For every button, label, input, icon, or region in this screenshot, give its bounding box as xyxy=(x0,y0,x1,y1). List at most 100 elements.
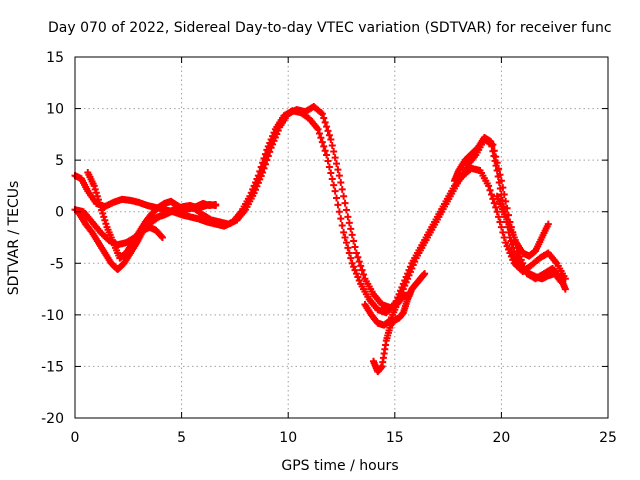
data-point xyxy=(337,215,345,223)
data-point xyxy=(157,232,165,240)
data-point xyxy=(352,249,360,257)
data-point xyxy=(344,213,352,221)
series-pass-1 xyxy=(71,107,569,317)
data-point xyxy=(488,142,496,150)
data-point xyxy=(492,162,500,170)
data-point xyxy=(561,285,569,293)
data-point xyxy=(323,123,331,131)
series-pass-4 xyxy=(75,192,552,329)
data-point xyxy=(94,196,102,204)
data-point xyxy=(101,216,109,224)
data-point xyxy=(333,160,341,168)
data-point xyxy=(360,270,368,278)
axes: 0 5 10 15 20 25 -20 -15 -10 -5 0 5 10 15 xyxy=(41,50,617,446)
data-point xyxy=(158,234,166,241)
data-point xyxy=(496,185,504,193)
data-point xyxy=(334,201,342,209)
data-point xyxy=(347,254,355,262)
data-point xyxy=(487,138,495,146)
data-point xyxy=(341,234,349,241)
y-tick-label: -5 xyxy=(50,256,64,272)
grid xyxy=(75,57,608,418)
y-tick-label: 10 xyxy=(46,102,64,118)
y-tick-label: -20 xyxy=(41,411,64,427)
data-point xyxy=(351,243,359,251)
data-point xyxy=(328,142,336,150)
data-point xyxy=(323,151,331,159)
data-point xyxy=(97,203,105,211)
data-point xyxy=(509,244,517,252)
data-point xyxy=(341,199,349,207)
data-point xyxy=(259,169,267,177)
data-point xyxy=(325,163,333,171)
data-point xyxy=(333,194,341,202)
data-point xyxy=(406,290,414,298)
data-series xyxy=(71,103,569,376)
data-point xyxy=(497,191,505,199)
data-point xyxy=(91,185,99,193)
data-point xyxy=(331,154,339,162)
data-point xyxy=(495,178,503,186)
data-point xyxy=(357,262,365,270)
data-point xyxy=(317,134,325,142)
data-point xyxy=(511,251,519,259)
data-point xyxy=(490,152,498,160)
data-point xyxy=(327,136,335,144)
data-point xyxy=(212,202,220,210)
data-point xyxy=(335,208,343,216)
data-point xyxy=(489,147,497,155)
data-point xyxy=(487,191,495,199)
data-point xyxy=(96,199,104,207)
data-point xyxy=(494,172,502,180)
data-point xyxy=(340,228,348,236)
y-tick-label: 15 xyxy=(46,50,64,66)
data-point xyxy=(93,192,101,200)
y-tick-label: 5 xyxy=(55,153,64,169)
data-point xyxy=(324,127,332,135)
series-pass-3 xyxy=(84,133,565,376)
x-tick-label: 10 xyxy=(279,430,297,446)
data-point xyxy=(318,138,326,146)
data-point xyxy=(261,160,269,168)
data-point xyxy=(321,118,329,126)
data-point xyxy=(344,244,352,252)
x-tick-label: 15 xyxy=(386,430,404,446)
data-point xyxy=(314,125,322,133)
data-point xyxy=(340,192,348,200)
data-point xyxy=(338,185,346,193)
data-point xyxy=(491,157,499,165)
data-point xyxy=(328,175,336,183)
data-point xyxy=(320,114,328,122)
data-point xyxy=(100,213,108,221)
data-point xyxy=(497,223,505,231)
data-point xyxy=(354,253,362,261)
data-point xyxy=(324,157,332,165)
data-point xyxy=(421,270,429,278)
data-point xyxy=(499,228,507,236)
data-point xyxy=(338,221,346,229)
data-point xyxy=(358,266,366,274)
data-point xyxy=(327,169,335,177)
data-point xyxy=(260,164,268,172)
data-point xyxy=(348,231,356,239)
plot-frame xyxy=(74,56,609,419)
y-tick-label: -15 xyxy=(41,359,64,375)
data-point xyxy=(335,172,343,180)
data-point xyxy=(345,219,353,227)
data-point xyxy=(485,182,493,190)
data-point xyxy=(325,131,333,139)
x-tick-label: 0 xyxy=(71,430,80,446)
data-point xyxy=(355,258,363,266)
data-point xyxy=(490,199,498,207)
data-point xyxy=(334,166,342,174)
data-point xyxy=(347,225,355,233)
data-point xyxy=(102,220,110,228)
y-tick-label: -10 xyxy=(41,308,64,324)
x-axis-label: GPS time / hours xyxy=(281,458,398,474)
data-point xyxy=(493,208,501,216)
data-point xyxy=(321,147,329,155)
data-point xyxy=(330,181,338,189)
y-axis-label: SDTVAR / TECUs xyxy=(6,181,22,296)
data-point xyxy=(264,152,272,160)
